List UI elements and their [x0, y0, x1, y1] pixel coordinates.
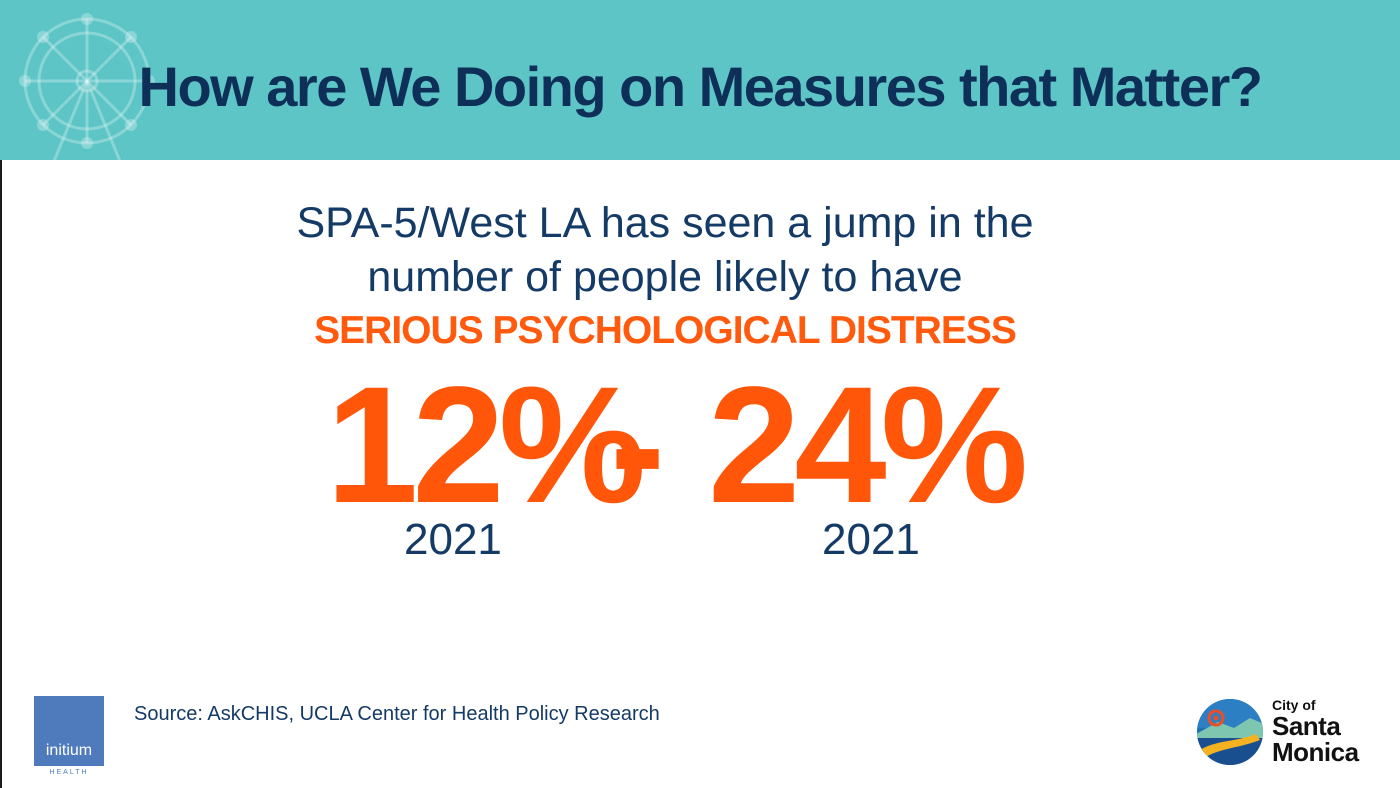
santa-monica-name-line-1: Santa [1272, 711, 1341, 741]
santa-monica-emblem-icon [1197, 699, 1263, 765]
santa-monica-city-label: City of [1272, 697, 1316, 713]
stat-before-value: 12% [326, 353, 646, 538]
source-citation: Source: AskCHIS, UCLA Center for Health … [134, 703, 660, 725]
intro-text: SPA-5/West LA has seen a jump in the num… [220, 196, 1110, 304]
initium-logo-word: initium [45, 742, 93, 759]
stat-separator: - [610, 353, 665, 538]
initium-logo [34, 696, 104, 766]
page-title: How are We Doing on Measures that Matter… [138, 55, 1263, 118]
intro-line-2: number of people likely to have [367, 253, 963, 301]
highlight-heading: SERIOUS PSYCHOLOGICAL DISTRESS [314, 309, 1017, 352]
intro-line-1: SPA-5/West LA has seen a jump in the [296, 199, 1034, 247]
stat-after-year: 2021 [822, 515, 920, 564]
stat-after-value: 24% [708, 353, 1028, 538]
initium-logo-subtitle: HEALTH [49, 769, 89, 776]
stat-before-year: 2021 [404, 515, 502, 564]
ferris-wheel-icon [19, 13, 155, 160]
header-banner: How are We Doing on Measures that Matter… [0, 0, 1400, 160]
left-border [0, 160, 2, 788]
santa-monica-name-line-2: Monica [1272, 737, 1359, 767]
